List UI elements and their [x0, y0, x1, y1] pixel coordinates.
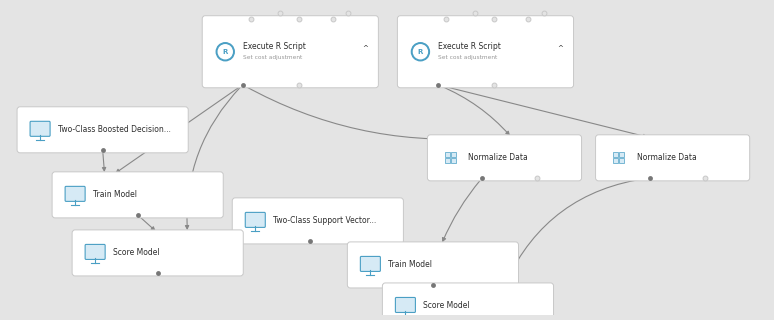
FancyBboxPatch shape — [427, 135, 581, 181]
FancyBboxPatch shape — [445, 158, 450, 163]
Text: Normalize Data: Normalize Data — [636, 153, 697, 162]
Circle shape — [218, 45, 232, 59]
FancyBboxPatch shape — [30, 121, 50, 136]
FancyBboxPatch shape — [397, 16, 574, 88]
FancyBboxPatch shape — [85, 244, 105, 260]
Text: ^: ^ — [362, 45, 368, 51]
FancyBboxPatch shape — [451, 152, 456, 157]
FancyBboxPatch shape — [382, 283, 553, 320]
Circle shape — [412, 43, 430, 61]
FancyBboxPatch shape — [451, 158, 456, 163]
FancyBboxPatch shape — [361, 256, 380, 271]
Text: Train Model: Train Model — [389, 260, 433, 269]
FancyBboxPatch shape — [245, 212, 265, 228]
Text: Normalize Data: Normalize Data — [468, 153, 528, 162]
Text: ^: ^ — [557, 45, 563, 51]
Text: Set cost adjustment: Set cost adjustment — [438, 55, 498, 60]
Text: Set cost adjustment: Set cost adjustment — [243, 55, 303, 60]
Text: Score Model: Score Model — [423, 301, 470, 310]
FancyBboxPatch shape — [445, 152, 450, 157]
Text: Score Model: Score Model — [113, 248, 159, 257]
Circle shape — [216, 43, 235, 61]
FancyBboxPatch shape — [52, 172, 223, 218]
FancyBboxPatch shape — [613, 152, 618, 157]
FancyBboxPatch shape — [17, 107, 188, 153]
Text: R: R — [418, 49, 423, 55]
Text: Train Model: Train Model — [93, 190, 137, 199]
Text: Two-Class Boosted Decision...: Two-Class Boosted Decision... — [58, 125, 171, 134]
FancyBboxPatch shape — [72, 230, 243, 276]
FancyBboxPatch shape — [202, 16, 378, 88]
FancyBboxPatch shape — [348, 242, 519, 288]
Text: Two-Class Support Vector...: Two-Class Support Vector... — [273, 216, 376, 225]
Text: R: R — [223, 49, 228, 55]
FancyBboxPatch shape — [65, 186, 85, 201]
Text: Execute R Script: Execute R Script — [243, 42, 307, 51]
FancyBboxPatch shape — [595, 135, 750, 181]
FancyBboxPatch shape — [613, 158, 618, 163]
Text: Execute R Script: Execute R Script — [438, 42, 502, 51]
FancyBboxPatch shape — [396, 298, 416, 312]
FancyBboxPatch shape — [619, 158, 624, 163]
Circle shape — [413, 45, 427, 59]
FancyBboxPatch shape — [232, 198, 403, 244]
FancyBboxPatch shape — [619, 152, 624, 157]
